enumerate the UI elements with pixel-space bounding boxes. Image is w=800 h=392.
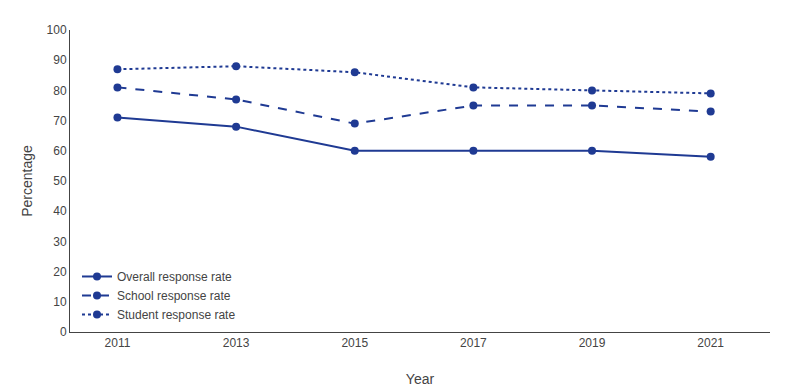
svg-text:80: 80 — [53, 84, 67, 98]
svg-text:30: 30 — [53, 235, 67, 249]
svg-text:Percentage: Percentage — [19, 145, 35, 217]
svg-text:70: 70 — [53, 114, 67, 128]
svg-text:0: 0 — [60, 325, 67, 339]
svg-text:Year: Year — [406, 371, 435, 387]
svg-text:50: 50 — [53, 174, 67, 188]
svg-text:Overall response rate: Overall response rate — [117, 270, 232, 284]
svg-text:Student response rate: Student response rate — [117, 308, 235, 322]
svg-text:2021: 2021 — [697, 336, 724, 350]
svg-text:School response rate: School response rate — [117, 289, 231, 303]
svg-text:20: 20 — [53, 265, 67, 279]
svg-text:2015: 2015 — [341, 336, 368, 350]
svg-text:100: 100 — [47, 23, 67, 37]
svg-text:2011: 2011 — [105, 336, 131, 350]
svg-text:40: 40 — [53, 204, 67, 218]
svg-text:2017: 2017 — [460, 336, 487, 350]
svg-text:2019: 2019 — [579, 336, 606, 350]
svg-text:90: 90 — [53, 53, 67, 67]
svg-text:60: 60 — [53, 144, 67, 158]
svg-text:2013: 2013 — [223, 336, 250, 350]
svg-text:10: 10 — [53, 295, 67, 309]
